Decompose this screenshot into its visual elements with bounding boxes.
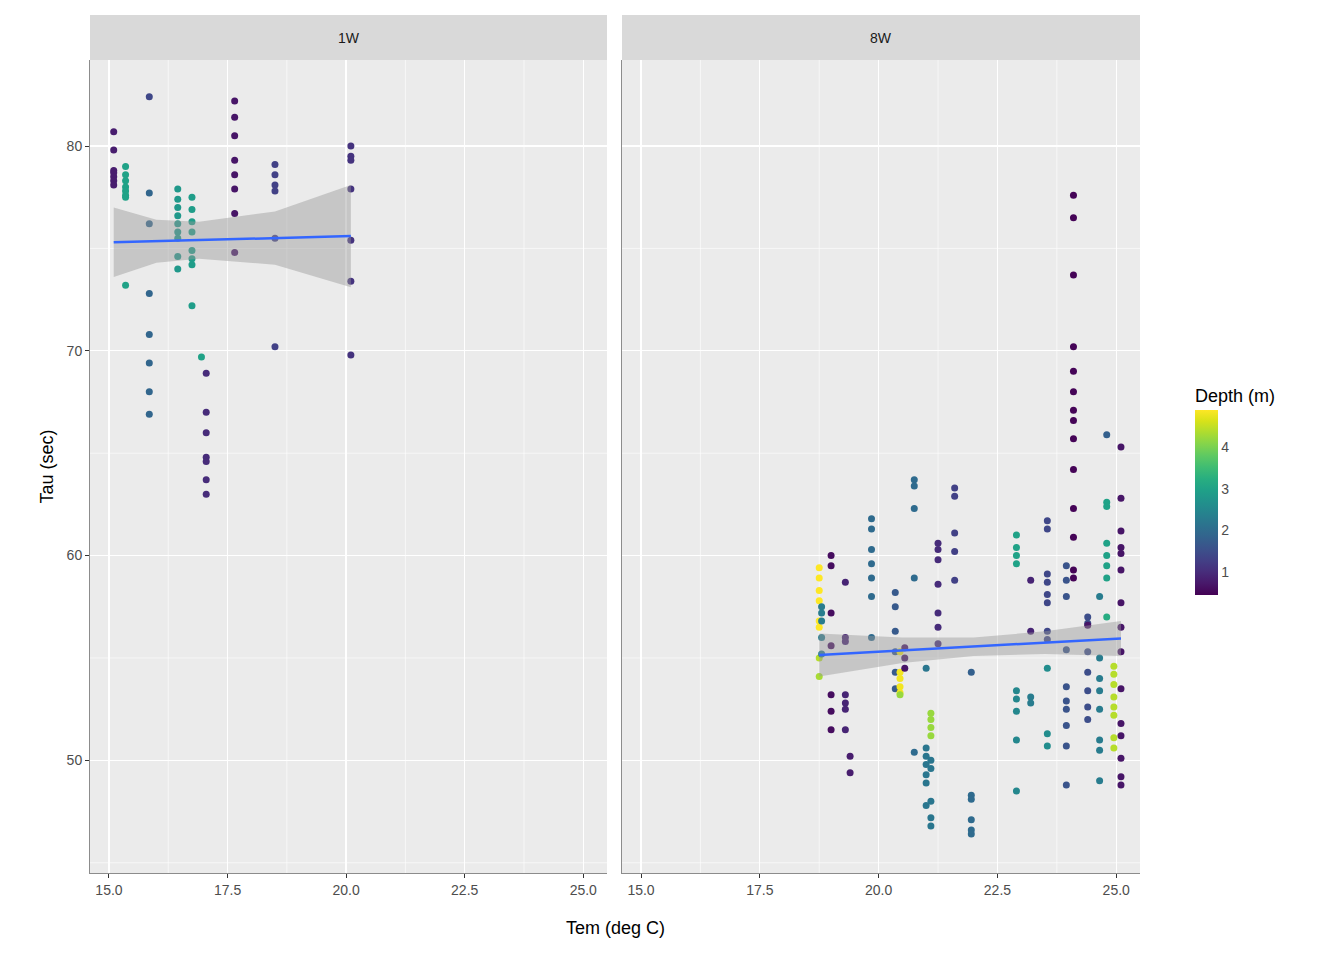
svg-text:1: 1 xyxy=(1221,564,1229,580)
svg-text:2: 2 xyxy=(1221,522,1229,538)
svg-text:60: 60 xyxy=(67,547,83,563)
svg-text:17.5: 17.5 xyxy=(746,882,773,898)
svg-text:70: 70 xyxy=(67,343,83,359)
svg-text:80: 80 xyxy=(67,138,83,154)
svg-text:15.0: 15.0 xyxy=(95,882,122,898)
svg-text:4: 4 xyxy=(1221,439,1229,455)
svg-text:Depth (m): Depth (m) xyxy=(1195,386,1275,406)
svg-text:Tau (sec): Tau (sec) xyxy=(37,429,57,503)
svg-text:20.0: 20.0 xyxy=(865,882,892,898)
svg-text:20.0: 20.0 xyxy=(333,882,360,898)
svg-text:1W: 1W xyxy=(338,30,360,46)
svg-text:17.5: 17.5 xyxy=(214,882,241,898)
svg-text:8W: 8W xyxy=(870,30,892,46)
svg-text:50: 50 xyxy=(67,752,83,768)
svg-text:15.0: 15.0 xyxy=(627,882,654,898)
svg-text:Tem (deg C): Tem (deg C) xyxy=(566,918,665,938)
svg-text:25.0: 25.0 xyxy=(1103,882,1130,898)
svg-text:22.5: 22.5 xyxy=(984,882,1011,898)
svg-text:22.5: 22.5 xyxy=(451,882,478,898)
svg-text:25.0: 25.0 xyxy=(570,882,597,898)
svg-text:3: 3 xyxy=(1221,481,1229,497)
